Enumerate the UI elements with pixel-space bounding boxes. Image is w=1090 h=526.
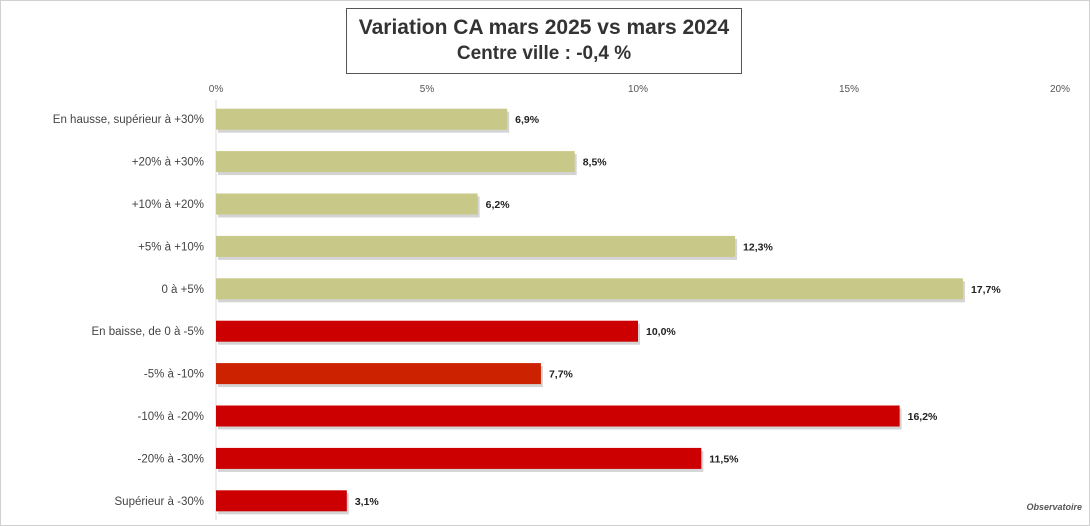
category-label: +20% à +30% [132, 157, 204, 169]
category-label: +10% à +20% [132, 199, 204, 211]
category-label: +5% à +10% [138, 241, 204, 253]
bar [216, 490, 347, 512]
bar [216, 320, 638, 342]
x-tick-label: 5% [420, 84, 435, 95]
category-label: -10% à -20% [138, 411, 204, 423]
category-label: Supérieur à -30% [115, 496, 205, 508]
chart-title-box: Variation CA mars 2025 vs mars 2024 Cent… [346, 8, 742, 74]
x-tick-label: 10% [628, 84, 648, 95]
data-label: 10,0% [646, 326, 676, 338]
category-label: En hausse, supérieur à +30% [53, 114, 204, 126]
data-label: 6,2% [486, 199, 511, 211]
category-label: 0 à +5% [161, 284, 204, 296]
bar [216, 447, 702, 469]
category-label: En baisse, de 0 à -5% [91, 326, 204, 338]
x-tick-label: 15% [839, 84, 859, 95]
bar [216, 193, 478, 215]
bar [216, 363, 541, 385]
chart-title: Variation CA mars 2025 vs mars 2024 [358, 16, 730, 39]
data-label: 6,9% [515, 114, 540, 126]
category-label: -20% à -30% [138, 453, 204, 465]
category-label: -5% à -10% [144, 369, 204, 381]
bar [216, 151, 575, 173]
data-label: 7,7% [549, 369, 574, 381]
x-tick-label: 0% [209, 84, 224, 95]
data-label: 16,2% [908, 411, 938, 423]
x-tick-label: 20% [1050, 84, 1070, 95]
bar [216, 235, 736, 257]
watermark-logo: Observatoire [1026, 502, 1082, 512]
bar [216, 278, 963, 300]
bar [216, 405, 900, 427]
data-label: 3,1% [355, 496, 380, 508]
data-label: 17,7% [971, 284, 1001, 296]
data-label: 11,5% [709, 453, 739, 465]
data-label: 12,3% [743, 241, 773, 253]
data-label: 8,5% [583, 157, 608, 169]
chart-subtitle: Centre ville : -0,4 % [456, 43, 632, 64]
bar [216, 108, 508, 130]
